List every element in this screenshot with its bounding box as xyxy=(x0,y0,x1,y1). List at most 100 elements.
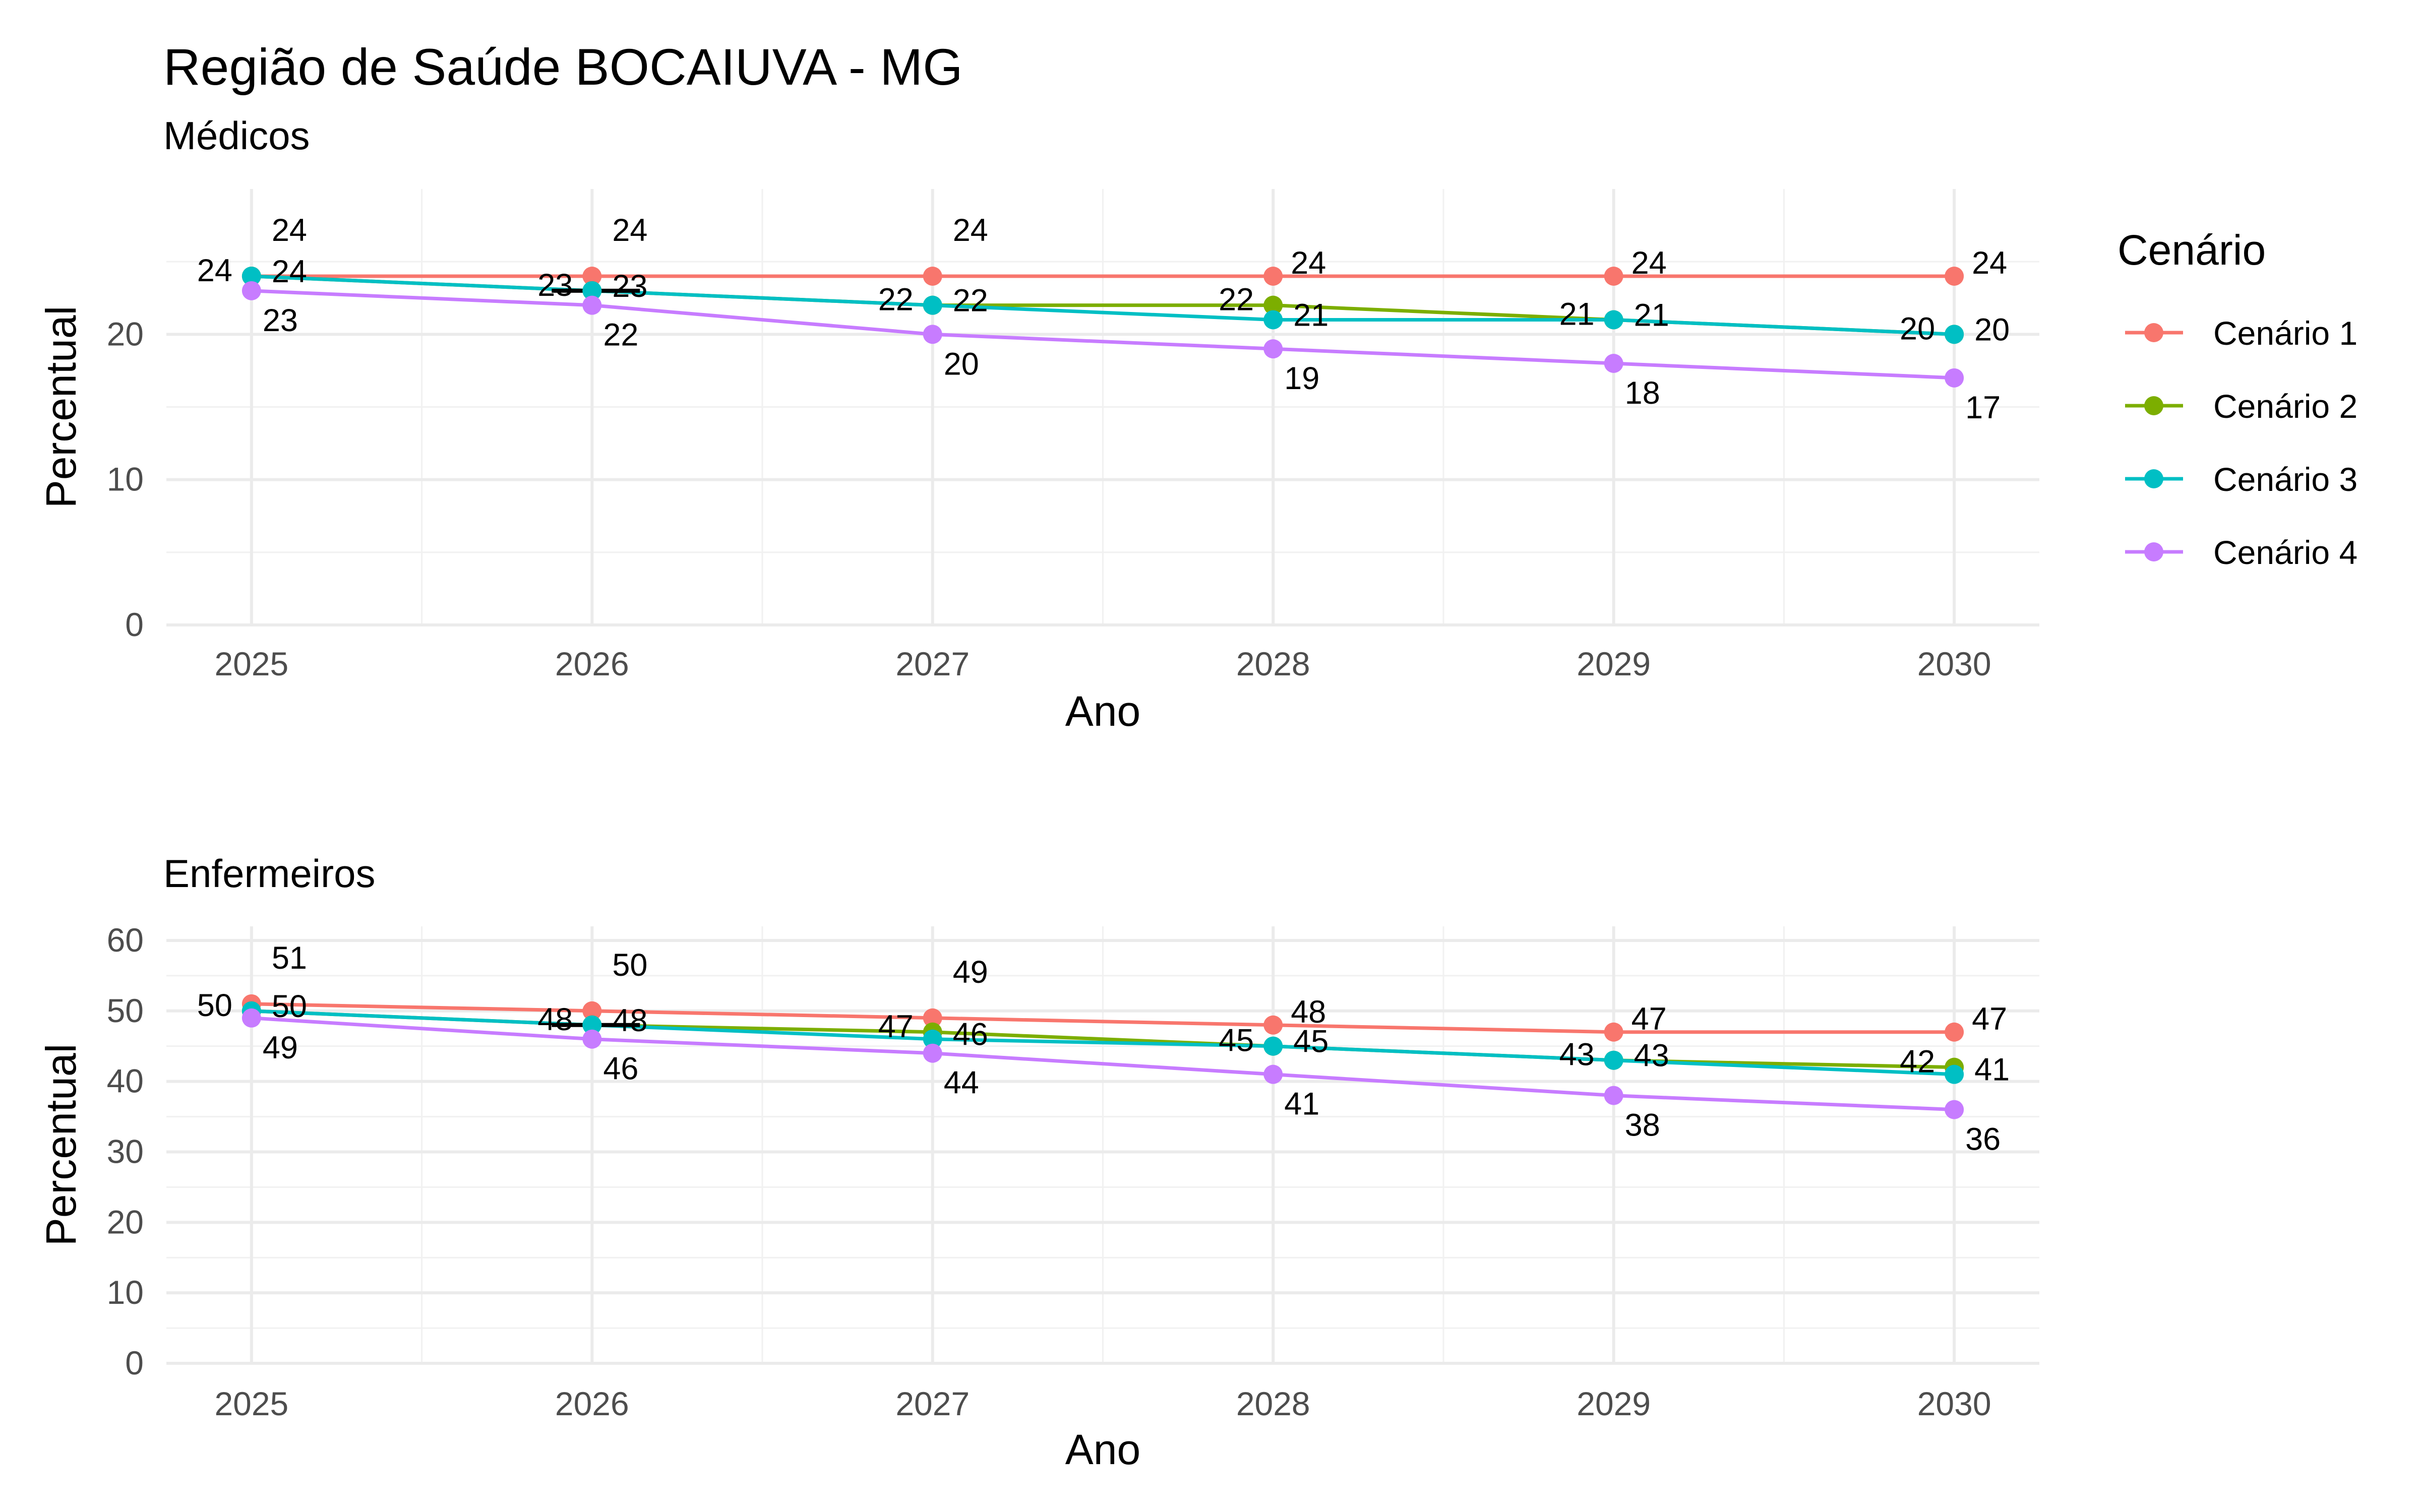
data-point xyxy=(923,325,942,344)
x-axis-title: Ano xyxy=(1065,687,1140,735)
data-label: 51 xyxy=(272,940,307,976)
data-point xyxy=(1604,310,1623,330)
data-label: 21 xyxy=(1634,298,1669,333)
x-tick-label: 2027 xyxy=(895,645,970,682)
data-label: 38 xyxy=(1625,1108,1660,1143)
data-label: 50 xyxy=(612,948,647,983)
data-label: 24 xyxy=(1631,245,1667,281)
panel-subtitle: Médicos xyxy=(163,113,310,158)
y-tick-label: 60 xyxy=(107,921,144,959)
data-point xyxy=(1604,1086,1623,1105)
data-label: 46 xyxy=(603,1051,638,1087)
data-label: 24 xyxy=(1972,245,2007,281)
data-point xyxy=(923,295,942,315)
data-point xyxy=(1945,1100,1964,1119)
data-label: 22 xyxy=(603,318,638,353)
data-label: 19 xyxy=(1284,361,1319,396)
x-tick-label: 2025 xyxy=(214,645,288,682)
data-point xyxy=(1263,310,1283,330)
x-axis-title: Ano xyxy=(1065,1426,1140,1473)
panel-subtitle: Enfermeiros xyxy=(163,851,375,896)
y-axis-title: Percentual xyxy=(37,306,85,509)
data-point xyxy=(1945,1064,1964,1084)
y-tick-label: 20 xyxy=(107,1203,144,1240)
data-label: 46 xyxy=(953,1017,988,1052)
data-point xyxy=(582,1001,602,1021)
x-tick-label: 2027 xyxy=(895,1385,970,1422)
data-label: 20 xyxy=(1974,312,2010,347)
data-label: 45 xyxy=(1293,1024,1328,1059)
data-point xyxy=(582,295,602,315)
data-point xyxy=(1263,1064,1283,1084)
legend-item-label: Cenário 2 xyxy=(2213,388,2357,425)
data-point xyxy=(923,267,942,286)
data-label: 48 xyxy=(612,1003,647,1038)
data-point xyxy=(923,1008,942,1028)
x-tick-label: 2029 xyxy=(1577,1385,1651,1422)
data-point xyxy=(241,1008,261,1028)
data-label: 24 xyxy=(197,253,232,288)
data-label: 43 xyxy=(1559,1037,1595,1073)
x-tick-label: 2030 xyxy=(1917,645,1991,682)
x-tick-label: 2029 xyxy=(1577,645,1651,682)
y-tick-label: 30 xyxy=(107,1132,144,1170)
legend-key-point xyxy=(2144,323,2163,342)
data-point xyxy=(1604,354,1623,373)
data-point xyxy=(582,1015,602,1035)
data-point xyxy=(1945,325,1964,344)
data-label: 20 xyxy=(944,346,979,382)
data-label: 22 xyxy=(953,283,988,319)
data-point xyxy=(1604,267,1623,286)
data-label: 22 xyxy=(1219,282,1254,318)
data-label: 47 xyxy=(1631,1001,1667,1037)
x-tick-label: 2025 xyxy=(214,1385,288,1422)
panel-medicos: Médicos 0 10 20 2025 2026 2027 2028 2029 2030 Ano P… xyxy=(37,113,2039,735)
data-point xyxy=(1263,339,1283,359)
data-label: 18 xyxy=(1625,375,1660,411)
x-tick-label: 2026 xyxy=(555,1385,629,1422)
chart-title: Região de Saúde BOCAIUVA - MG xyxy=(163,38,963,96)
series-line xyxy=(251,289,1955,380)
legend-item-label: Cenário 1 xyxy=(2213,314,2357,352)
data-label: 42 xyxy=(1900,1044,1935,1080)
x-tick-label: 2028 xyxy=(1236,1385,1310,1422)
data-label: 47 xyxy=(1972,1001,2007,1037)
data-label: 21 xyxy=(1559,297,1595,332)
series-line xyxy=(251,274,1955,336)
data-label: 24 xyxy=(1291,245,1326,281)
series-line xyxy=(251,1009,1955,1077)
legend-key-point xyxy=(2144,469,2163,488)
y-tick-label: 10 xyxy=(107,461,144,498)
data-label: 23 xyxy=(612,269,647,304)
data-label: 24 xyxy=(612,213,647,248)
data-point xyxy=(923,1029,942,1049)
data-label: 48 xyxy=(537,1002,573,1037)
data-label: 50 xyxy=(197,988,232,1023)
y-tick-label: 20 xyxy=(107,315,144,352)
data-label: 48 xyxy=(1291,994,1326,1030)
data-label: 47 xyxy=(878,1009,914,1044)
series-line xyxy=(251,1016,1955,1112)
data-point xyxy=(1945,1022,1964,1042)
y-tick-label: 0 xyxy=(125,1344,144,1381)
legend: Cenário Cenário 1 Cenário 2 Cenário 3 Cenár… xyxy=(2118,226,2357,571)
data-label: 22 xyxy=(878,282,914,318)
data-label: 36 xyxy=(1965,1122,2001,1157)
y-axis-title: Percentual xyxy=(37,1044,85,1246)
legend-key-point xyxy=(2144,396,2163,415)
x-tick-label: 2028 xyxy=(1236,645,1310,682)
data-label: 24 xyxy=(272,254,307,289)
data-point xyxy=(1945,267,1964,286)
data-label: 41 xyxy=(1974,1052,2010,1088)
data-label: 50 xyxy=(272,989,307,1024)
legend-item-label: Cenário 3 xyxy=(2213,461,2357,498)
data-label: 20 xyxy=(1900,311,1935,346)
data-label: 49 xyxy=(953,955,988,990)
data-label: 21 xyxy=(1293,298,1328,333)
data-point xyxy=(582,267,602,286)
legend-item-label: Cenário 4 xyxy=(2213,534,2357,571)
data-label: 41 xyxy=(1284,1087,1319,1122)
data-label: 23 xyxy=(263,303,298,338)
data-label: 24 xyxy=(953,213,988,248)
